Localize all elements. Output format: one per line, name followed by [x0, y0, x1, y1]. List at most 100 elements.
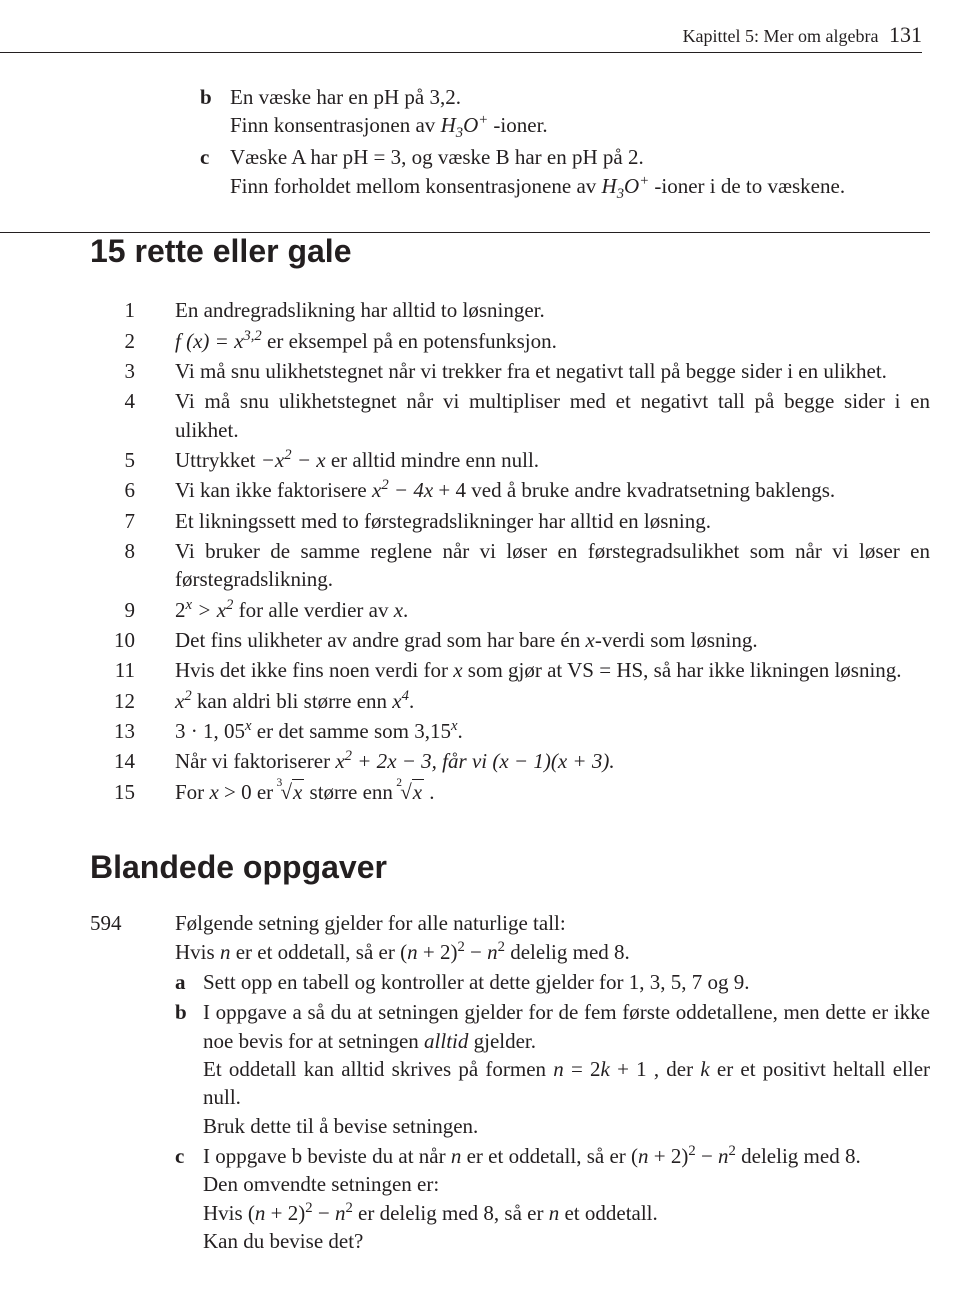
sub-text: I oppgave a så du at setningen gjelder f… [203, 998, 930, 1140]
t: kan aldri bli større enn [192, 689, 393, 713]
list-item: 7 Et likningssett med to førstegradslikn… [90, 507, 930, 535]
sub-item-b: b I oppgave a så du at setningen gjelder… [175, 998, 930, 1140]
intro-item-b: b En væske har en pH på 3,2. Finn konsen… [200, 83, 930, 140]
t: -verdi som løsning. [595, 628, 758, 652]
m: 3 · 1, 05 [175, 719, 245, 743]
m: − 1)( [509, 749, 558, 773]
m: − [292, 448, 317, 472]
x: x [453, 658, 462, 682]
t: delelig med 8. [736, 1144, 861, 1168]
t: er det samme som [252, 719, 415, 743]
item-number: 3 [90, 357, 175, 385]
t: = 2 [564, 1057, 601, 1081]
t: + 2) [649, 1144, 689, 1168]
running-header: Kapittel 5: Mer om algebra 131 [0, 20, 922, 53]
t: for alle verdier av [233, 598, 393, 622]
intro-b-label: b [200, 83, 230, 140]
t: > 0 er [219, 780, 279, 804]
item-text: 2x > x2 for alle verdier av x. [175, 596, 930, 624]
t: + 2) [418, 940, 458, 964]
intro-c-line2a: Finn forholdet mellom konsentrasjonene a… [230, 174, 602, 198]
intro-c-line1: Væske A har pH = 3, og væske B har en pH… [230, 145, 644, 169]
item-number: 12 [90, 687, 175, 715]
item-text: Vi må snu ulikhetstegnet når vi multipli… [175, 387, 930, 444]
list-item: 12 x2 kan aldri bli større enn x4. [90, 687, 930, 715]
intro-c-label: c [200, 143, 230, 200]
intro-item-c: c Væske A har pH = 3, og væske B har en … [200, 143, 930, 200]
math-expr: 3,15x [414, 719, 457, 743]
x: x [394, 598, 403, 622]
t: er delelig med 8, så er [353, 1201, 549, 1225]
item-text: Uttrykket −x2 − x er alltid mindre enn n… [175, 446, 930, 474]
item-text: Hvis det ikke fins noen verdi for x som … [175, 656, 930, 684]
t: + 1 , der [610, 1057, 700, 1081]
list-item: 8 Vi bruker de samme reglene når vi løse… [90, 537, 930, 594]
item-number: 4 [90, 387, 175, 444]
list-item: 13 3 · 1, 05x er det samme som 3,15x. [90, 717, 930, 745]
t: . [403, 598, 408, 622]
cube-root: 3√x [278, 778, 304, 806]
intro-b-line2b: -ioner. [488, 113, 547, 137]
list-item: 15 For x > 0 er 3√x større enn 2√x . [90, 778, 930, 806]
math-expr: −x2 − x [261, 448, 326, 472]
true-false-list: 1 En andregradslikning har alltid to løs… [0, 296, 930, 806]
list-item: 6 Vi kan ikke faktorisere x2 − 4x + 4 ve… [90, 476, 930, 504]
item-number: 2 [90, 327, 175, 355]
t: + 4 ved å bruke andre kvadratsetning bak… [433, 478, 835, 502]
t: Vi kan ikke faktorisere [175, 478, 372, 502]
t: gjelder. [468, 1029, 536, 1053]
x: x [586, 628, 595, 652]
math-expr: x2 − 4x [372, 478, 433, 502]
page: Kapittel 5: Mer om algebra 131 b En væsk… [0, 0, 960, 1295]
item-number: 10 [90, 626, 175, 654]
t: − [465, 940, 487, 964]
item-number: 14 [90, 747, 175, 775]
list-item: 11 Hvis det ikke fins noen verdi for x s… [90, 656, 930, 684]
sub-items: a Sett opp en tabell og kontroller at de… [175, 968, 930, 1255]
item-number: 6 [90, 476, 175, 504]
statement: Hvis n er et oddetall, så er (n + 2)2 − … [175, 938, 930, 966]
sub-label: b [175, 998, 203, 1140]
m: x [217, 598, 226, 622]
m: 3,15 [414, 719, 451, 743]
list-item: 2 f (x) = x3,2 er eksempel på en potensf… [90, 327, 930, 355]
h3o-formula: H3O+ [441, 113, 489, 137]
intro-b-text: En væske har en pH på 3,2. Finn konsentr… [230, 83, 930, 140]
item-text: For x > 0 er 3√x større enn 2√x . [175, 778, 930, 806]
math-expr: 2x > x2 [175, 598, 233, 622]
item-text: Når vi faktoriserer x2 + 2x − 3, får vi … [175, 747, 930, 775]
x: x [209, 780, 218, 804]
sub-item-c: c I oppgave b beviste du at når n er et … [175, 1142, 930, 1255]
list-item: 9 2x > x2 for alle verdier av x. [90, 596, 930, 624]
intro-b-line1: En væske har en pH på 3,2. [230, 85, 461, 109]
t: I oppgave a så du at setningen gjelder f… [203, 1000, 930, 1052]
math-expr: x4 [392, 689, 409, 713]
m: 2 [175, 598, 186, 622]
list-item: 1 En andregradslikning har alltid to løs… [90, 296, 930, 324]
item-number: 7 [90, 507, 175, 535]
list-item: 5 Uttrykket −x2 − x er alltid mindre enn… [90, 446, 930, 474]
emph: alltid [424, 1029, 468, 1053]
section-title-15: 15 rette eller gale [90, 232, 930, 276]
m: −x [261, 448, 285, 472]
t: Hvis ( [203, 1201, 255, 1225]
t: . [424, 780, 435, 804]
exp: 3,2 [243, 328, 261, 344]
sub-label: c [175, 1142, 203, 1255]
k: k [601, 1057, 610, 1081]
item-number: 1 [90, 296, 175, 324]
t: For [175, 780, 209, 804]
item-number: 8 [90, 537, 175, 594]
list-item: 14 Når vi faktoriserer x2 + 2x − 3, får … [90, 747, 930, 775]
t: som gjør at VS = HS, så har ikke likning… [463, 658, 902, 682]
h3o-formula-2: H3O+ [602, 174, 650, 198]
m: − 3, får vi ( [397, 749, 500, 773]
n: n [451, 1144, 462, 1168]
intro-c-text: Væske A har pH = 3, og væske B har en pH… [230, 143, 930, 200]
intro-block: b En væske har en pH på 3,2. Finn konsen… [0, 83, 930, 200]
t: et oddetall. [559, 1201, 658, 1225]
n: n [407, 940, 418, 964]
t: Når vi faktoriserer [175, 749, 335, 773]
item-text: 3 · 1, 05x er det samme som 3,15x. [175, 717, 930, 745]
square-root: 2√x [398, 778, 424, 806]
